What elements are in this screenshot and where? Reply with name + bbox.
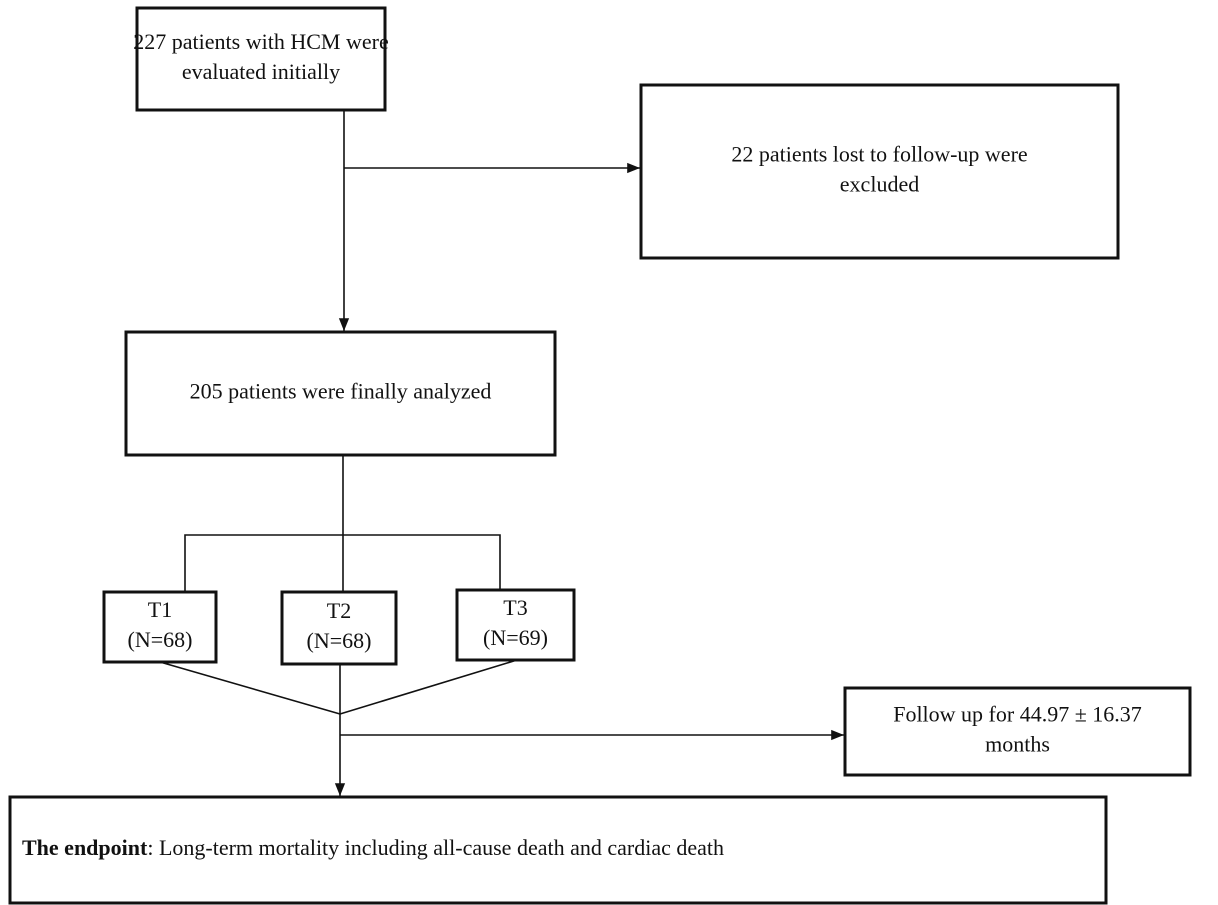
node-label: T1: [148, 597, 172, 622]
node-box: [102, 590, 218, 664]
node-label: (N=68): [128, 627, 193, 652]
node-label: 22 patients lost to follow-up were: [731, 142, 1027, 167]
node-box: [843, 686, 1192, 777]
node-box: [455, 588, 576, 662]
node-box: [135, 6, 387, 112]
node: T3 (N=69): [455, 588, 576, 662]
node: Follow up for 44.97 ± 16.37 months: [843, 686, 1192, 777]
node-label: T2: [327, 598, 351, 623]
node: 227 patients with HCM were evaluated init…: [133, 6, 389, 112]
connector: [184, 534, 501, 591]
node-box: [280, 590, 398, 666]
node-label: evaluated initially: [182, 59, 340, 84]
node-label: (N=69): [483, 625, 548, 650]
label-bold: The endpoint: [22, 835, 148, 860]
connectors: [159, 110, 844, 796]
node-label: 227 patients with HCM were: [133, 29, 388, 54]
connector: [159, 661, 341, 715]
node: T2 (N=68): [280, 590, 398, 666]
node: T1 (N=68): [102, 590, 218, 664]
connector: [339, 659, 518, 715]
node-label: T3: [503, 595, 527, 620]
node-label: 205 patients were finally analyzed: [190, 379, 492, 404]
node-label: months: [985, 732, 1050, 757]
node-label: (N=68): [307, 628, 372, 653]
node-label: excluded: [840, 172, 919, 197]
node: 205 patients were finally analyzed: [124, 330, 557, 457]
node-box: [8, 795, 1108, 905]
node-box: [124, 330, 557, 457]
node: 22 patients lost to follow-up were exclud…: [639, 83, 1120, 260]
node-box: [639, 83, 1120, 260]
node-label: Follow up for 44.97 ± 16.37: [893, 702, 1142, 727]
node: The endpoint: Long-term mortality includ…: [8, 795, 1108, 905]
label-text: : Long-term mortality including all-caus…: [147, 835, 724, 860]
node-label: The endpoint: Long-term mortality includ…: [22, 835, 724, 860]
